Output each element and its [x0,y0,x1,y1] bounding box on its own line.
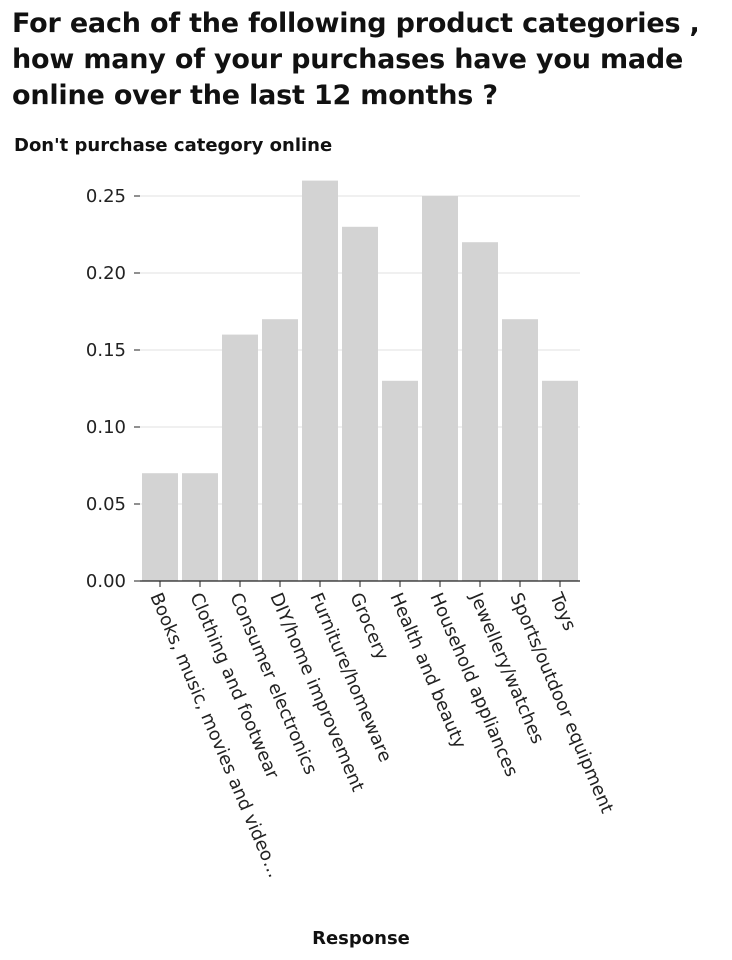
y-axis-label: Don't purchase category online [14,135,333,156]
y-tick-label: 0.00 [86,571,126,592]
y-tick-label: 0.15 [86,340,126,361]
chart-title: For each of the following product catego… [12,8,700,111]
y-tick-label: 0.10 [86,417,126,438]
y-axis-ticks: 0.00 0.05 0.10 0.15 0.20 0.25 [86,186,140,592]
x-tick-label: Grocery [345,590,392,664]
bar [542,380,578,581]
y-tick-label: 0.05 [86,494,126,515]
bar [382,380,418,581]
x-axis-ticks: Books, music, movies and video…Clothing … [140,580,617,881]
bar [182,473,218,581]
x-axis-label: Response [312,928,410,949]
bar [342,226,378,582]
bar [462,242,498,581]
bars [142,180,578,582]
y-tick-label: 0.25 [86,186,126,207]
bar [142,473,178,581]
bar [262,319,298,581]
bar [302,180,338,581]
x-tick-label: Toys [545,589,580,634]
bar [422,196,458,581]
bar [502,319,538,581]
bar [222,334,258,581]
y-tick-label: 0.20 [86,263,126,284]
